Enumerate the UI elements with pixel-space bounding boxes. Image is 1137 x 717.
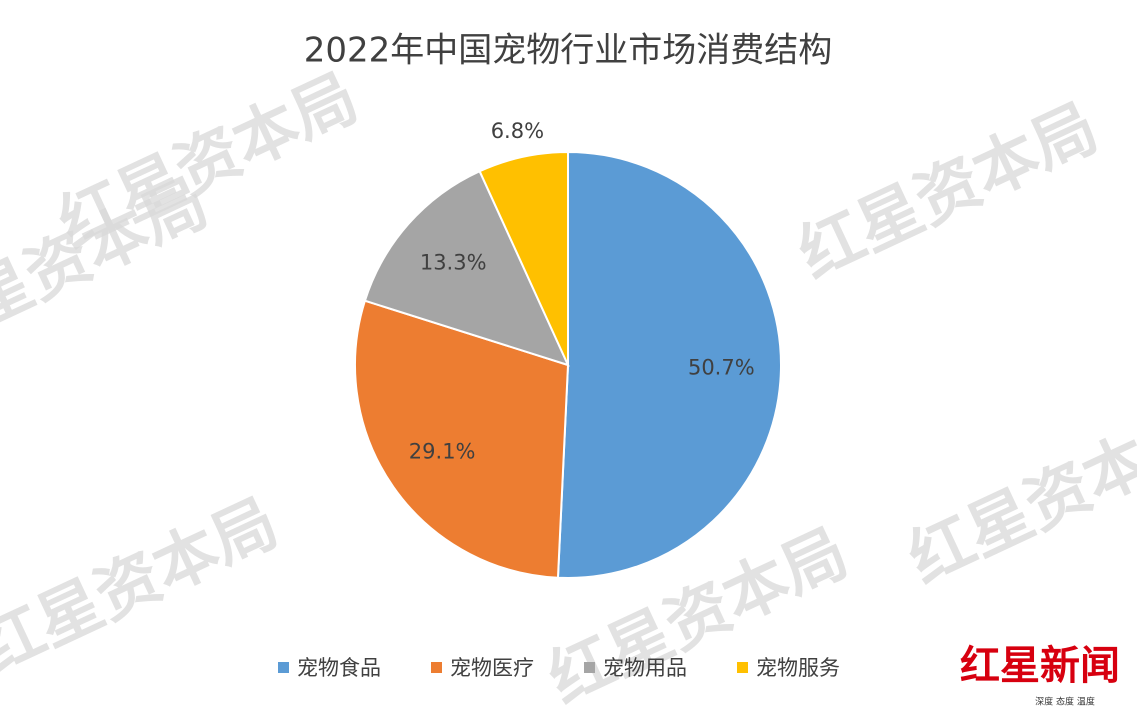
data-label: 29.1%	[409, 440, 476, 464]
pie-slice	[556, 150, 782, 579]
legend-label: 宠物食品	[297, 656, 381, 680]
legend-swatch	[737, 662, 748, 673]
legend-label: 宠物用品	[603, 656, 687, 680]
data-label: 6.8%	[491, 119, 544, 143]
legend-swatch	[431, 662, 442, 673]
legend-label: 宠物医疗	[450, 656, 534, 680]
pie-slice	[354, 299, 570, 579]
legend-swatch	[584, 662, 595, 673]
logo-name: 红星新闻	[960, 643, 1120, 689]
pie-slice	[363, 169, 570, 367]
chart-title: 2022年中国宠物行业市场消费结构	[304, 31, 833, 71]
legend-label: 宠物服务	[756, 656, 840, 680]
legend-swatch	[278, 662, 289, 673]
logo-slogan: 深度 态度 温度	[1035, 696, 1095, 708]
pie-slice	[478, 150, 569, 366]
data-label: 50.7%	[688, 356, 755, 380]
data-label: 13.3%	[420, 250, 487, 274]
